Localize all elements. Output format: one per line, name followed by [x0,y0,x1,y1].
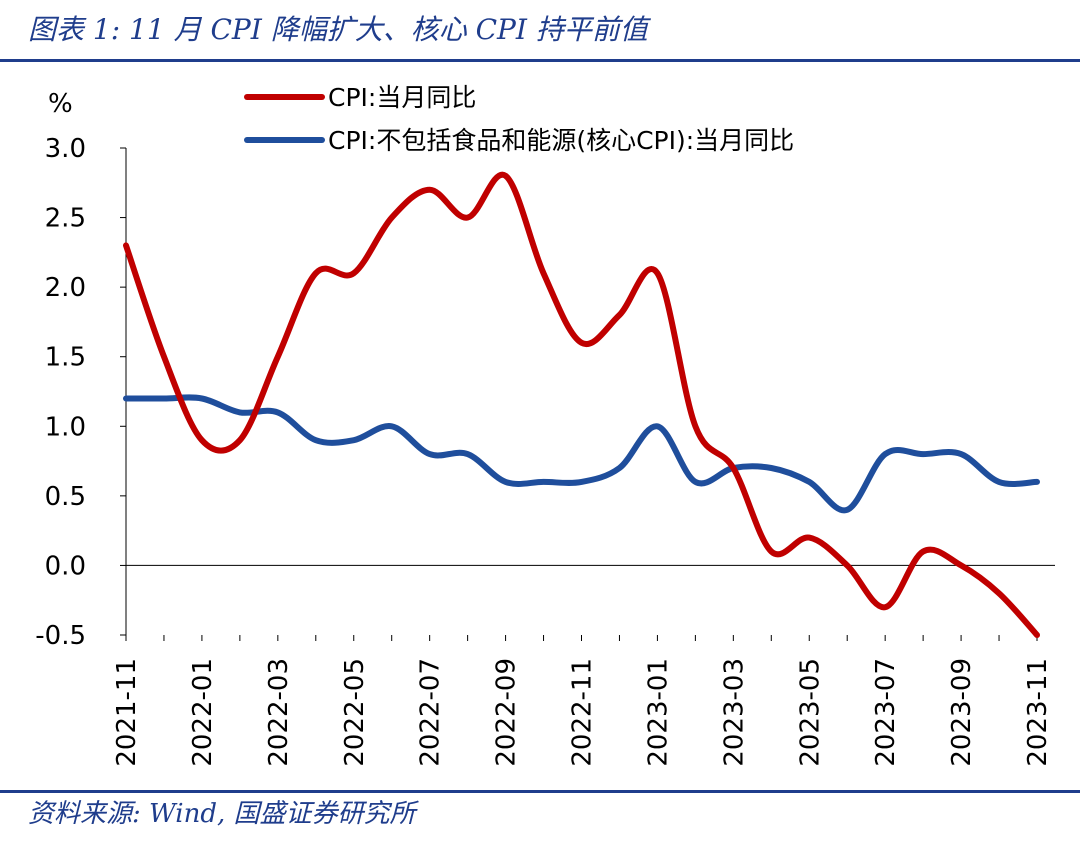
x-tick-label: 2022-07 [416,658,446,767]
x-tick-label: 2023-09 [947,658,977,767]
legend-core-cpi-label: CPI:不包括食品和能源(核心CPI):当月同比 [328,126,794,155]
x-tick-label: 2023-05 [795,658,825,767]
y-tick-label: 2.0 [45,273,86,303]
y-tick-label: -0.5 [35,621,86,651]
y-tick-label: 1.0 [45,412,86,442]
x-tick-label: 2023-01 [643,658,673,767]
y-tick-label: 0.5 [45,482,86,512]
chart: % 3.0 2.5 2.0 1.5 1.0 0.5 0.0 -0.5 2021-11 2022-01… [35,83,1055,767]
x-tick-label: 2023-11 [1023,658,1053,767]
legend-cpi-label: CPI:当月同比 [328,83,476,112]
x-tick-label: 2022-05 [340,658,370,767]
source-divider [0,790,1080,793]
x-tick-label: 2023-03 [719,658,749,767]
series-line-cpi [123,171,1040,638]
x-tick-label: 2023-07 [871,658,901,767]
y-axis-unit: % [48,89,73,119]
x-tick-label: 2022-11 [568,658,598,767]
y-tick-label: 1.5 [45,343,86,373]
title-divider [0,59,1080,62]
series-line-core-cpi [123,394,1040,514]
x-tick-label: 2022-09 [492,658,522,767]
figure-title: 图表 1: 11 月 CPI 降幅扩大、核心 CPI 持平前值 [28,13,648,46]
y-tick-label: 2.5 [45,204,86,234]
x-tick-label: 2022-03 [264,658,294,767]
y-tick-label: 3.0 [45,134,86,164]
figure-source: 资料来源: Wind, 国盛证券研究所 [28,799,416,829]
x-tick-label: 2021-11 [112,658,142,767]
plot-area: % 3.0 2.5 2.0 1.5 1.0 0.5 0.0 -0.5 2021-11 2022-01… [35,83,1055,767]
y-tick-label: 0.0 [45,551,86,581]
x-tick-label: 2022-01 [188,658,218,767]
